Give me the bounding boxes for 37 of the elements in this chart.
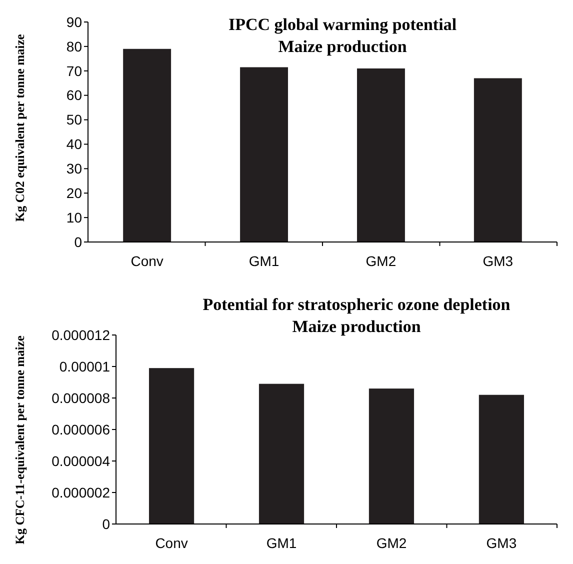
bar bbox=[474, 78, 522, 242]
y-tick-label: 70 bbox=[66, 62, 82, 79]
y-tick-label: 0 bbox=[74, 234, 82, 250]
y-tick-label: 60 bbox=[66, 87, 82, 104]
x-tick-label: GM3 bbox=[486, 535, 517, 551]
y-tick-label: 0.000006 bbox=[52, 421, 110, 438]
y-tick-label: 40 bbox=[66, 136, 82, 152]
y-axis-title: Kg CFC-11-equivalent per tonne maize bbox=[13, 335, 27, 544]
y-tick-label: 0.000008 bbox=[52, 390, 110, 406]
x-tick-label: GM2 bbox=[366, 253, 396, 269]
y-tick-label: 0.000004 bbox=[52, 452, 110, 469]
y-tick-label: 0.000002 bbox=[52, 484, 110, 500]
x-tick-label: GM3 bbox=[482, 253, 514, 269]
x-tick-label: Conv bbox=[155, 535, 188, 551]
x-tick-label: GM1 bbox=[248, 253, 280, 269]
y-tick-label: 0.00001 bbox=[59, 358, 110, 374]
y-tick-label: 30 bbox=[66, 160, 82, 177]
y-tick-label: 20 bbox=[66, 185, 82, 202]
y-tick-label: 0 bbox=[102, 516, 110, 532]
bar bbox=[258, 384, 304, 524]
x-tick-label: GM1 bbox=[266, 535, 297, 551]
chart-title: Potential for stratospheric ozone depletion Maize production bbox=[202, 295, 511, 336]
y-tick-label: 50 bbox=[66, 112, 82, 128]
x-tick-label: GM2 bbox=[376, 535, 407, 551]
bar bbox=[368, 388, 414, 524]
y-tick-label: 10 bbox=[66, 209, 82, 226]
bar bbox=[123, 48, 172, 242]
y-tick-label: 0.000012 bbox=[52, 326, 110, 343]
bar bbox=[478, 394, 524, 524]
x-tick-label: Conv bbox=[130, 253, 164, 269]
chart-title: IPCC global warming potential Maize production bbox=[228, 15, 457, 56]
y-tick-label: 90 bbox=[66, 14, 82, 30]
y-tick-label: 80 bbox=[66, 38, 82, 54]
bar bbox=[357, 68, 405, 242]
y-axis-title: Kg C02 equivalent per tonne maize bbox=[13, 34, 27, 222]
bar bbox=[148, 368, 194, 524]
bar bbox=[240, 67, 288, 242]
